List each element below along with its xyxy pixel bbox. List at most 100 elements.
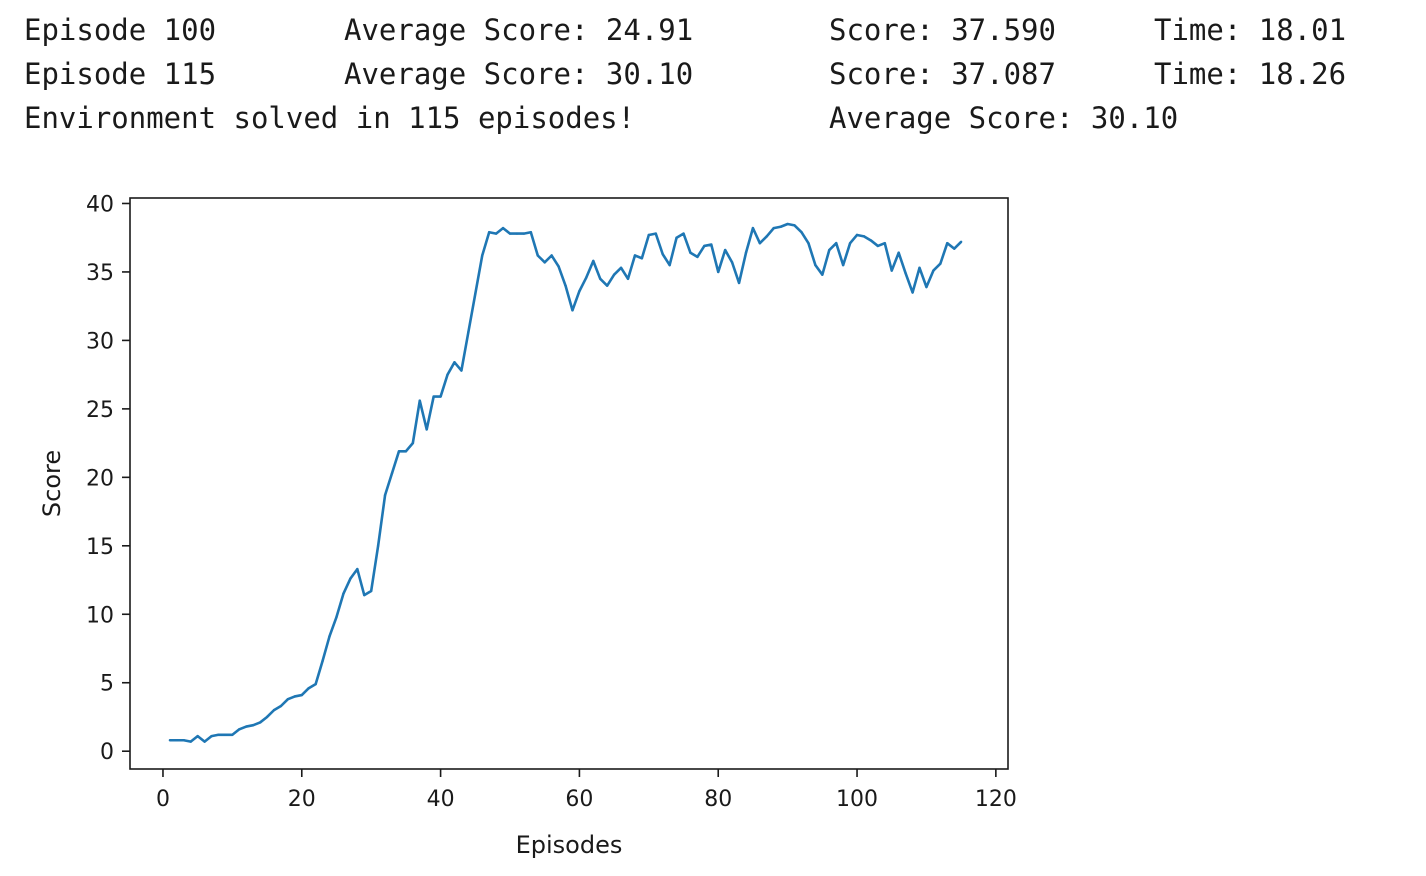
x-tick-label: 100 [836,787,878,812]
data-point [182,739,185,742]
data-point [869,239,873,242]
data-point [501,226,505,230]
data-point [640,257,644,260]
average-score-label: Average Score: 30.10 [344,57,694,91]
data-point [349,577,352,580]
data-point [717,270,720,274]
data-point [744,251,748,254]
data-point [293,695,297,698]
data-point [425,428,428,431]
data-point [599,277,602,280]
data-point [571,309,574,312]
data-point [515,232,519,235]
data-point [883,241,886,245]
data-point [252,723,255,727]
data-point [751,226,755,230]
data-point [730,261,734,264]
data-point [835,241,838,245]
data-point [862,235,866,238]
data-point [536,254,539,257]
data-point [939,262,942,265]
data-point [418,399,421,402]
data-point [460,369,463,372]
data-point [932,269,935,272]
console-line-episode-100: Episode 100 Average Score: 24.91 Score: … [24,8,1414,52]
data-point [758,241,762,245]
data-point [494,232,498,235]
data-point [376,544,380,547]
data-point [189,740,192,743]
solved-average-score: Average Score: 30.10 [829,101,1179,135]
data-point [258,721,262,724]
data-point [592,259,595,263]
y-axis-label: Score [38,450,66,517]
data-point [821,273,824,276]
data-point [543,261,546,264]
data-point [369,589,373,593]
episode-label: Episode 100 [24,13,217,47]
data-point [342,592,345,595]
data-point [265,715,269,719]
data-point [203,740,206,743]
data-point [217,733,220,736]
y-tick-label: 10 [86,603,114,628]
series-layer [168,222,963,743]
data-point [689,251,692,254]
data-point [550,254,553,257]
data-point [612,273,616,276]
data-point [363,593,366,597]
data-point [703,244,706,248]
x-tick-label: 60 [565,787,593,812]
data-point [800,231,803,234]
data-point [272,708,276,712]
data-point [710,243,713,246]
data-point [675,236,678,239]
x-tick-label: 0 [156,787,170,812]
x-axis-label: Episodes [516,831,623,859]
y-tick-label: 30 [86,329,114,354]
x-tick-label: 120 [975,787,1017,812]
data-point [411,441,415,445]
x-tick-label: 40 [427,787,455,812]
data-point [578,289,581,293]
y-tick-label: 20 [86,466,114,491]
data-point [925,285,928,289]
data-point [335,615,338,619]
data-point [397,450,401,453]
console-line-episode-115: Episode 115 Average Score: 30.10 Score: … [24,52,1414,96]
data-point [557,265,560,268]
data-point [390,472,394,475]
data-point [814,263,817,267]
x-tick-label: 80 [704,787,732,812]
data-point [619,266,623,270]
data-point [481,254,484,257]
data-point [175,739,179,742]
data-point [446,373,449,376]
data-point [585,276,588,279]
data-point [474,292,477,296]
data-point [439,395,442,398]
score-line-chart: 0 5 10 15 20 25 30 35 40 0 20 40 60 80 100 120 Episode… [38,192,1017,859]
data-point [238,728,241,731]
data-point [918,266,921,270]
average-score-label: Average Score: 24.91 [344,13,694,47]
y-tick-label: 40 [86,192,114,217]
y-tick-label: 25 [86,398,114,423]
data-point [876,244,880,248]
episode-label: Episode 115 [24,57,217,91]
data-point [946,241,949,245]
data-point [529,231,533,234]
y-tick-label: 15 [86,535,114,560]
data-point [383,493,387,497]
data-point [404,450,408,453]
data-point [848,241,852,245]
data-point [314,682,317,686]
data-point [772,226,775,230]
data-point [855,233,859,237]
data-point [647,233,651,237]
plot-frame [129,197,1009,770]
data-point [661,252,664,256]
data-point [959,240,963,244]
data-point [668,263,671,267]
data-point [807,241,810,245]
